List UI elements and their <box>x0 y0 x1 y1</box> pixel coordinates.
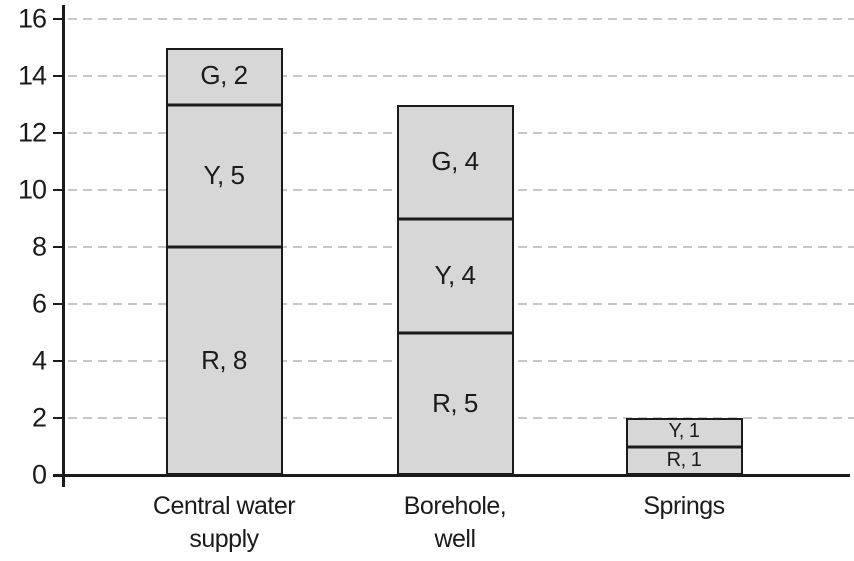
bar-springs: R, 1 Y, 1 <box>625 418 743 475</box>
segment-divider <box>626 445 742 448</box>
y-axis-tick-label: 8 <box>31 231 47 262</box>
bar-segment-label-y: Y, 4 <box>434 259 476 290</box>
bar-central-water-supply: R, 8 Y, 5 G, 2 <box>165 47 283 475</box>
bar-segment-label-r: R, 8 <box>201 344 247 375</box>
y-axis-tick-label: 14 <box>17 60 47 91</box>
y-axis-tick <box>53 246 62 248</box>
segment-divider <box>397 217 513 220</box>
gridline <box>68 18 854 20</box>
y-axis-tick <box>53 18 62 20</box>
y-axis-line <box>62 5 65 487</box>
bar-segment-label-g: G, 2 <box>200 59 248 90</box>
category-label-line: Central water <box>152 492 296 520</box>
bar-segment-label-r: R, 1 <box>666 448 702 471</box>
y-axis-tick <box>53 303 62 305</box>
segment-divider <box>166 245 282 249</box>
category-label-line: well <box>434 525 476 553</box>
y-axis-tick-label: 4 <box>31 345 47 376</box>
x-axis-category-label-springs: Springs <box>564 490 804 523</box>
bar-segment-label-g: G, 4 <box>431 145 479 176</box>
x-axis-line <box>53 474 850 477</box>
y-axis-tick <box>53 75 62 77</box>
y-axis-tick <box>53 132 62 134</box>
x-axis-category-label-borehole-well: Borehole, well <box>335 490 575 556</box>
y-axis-tick-label: 10 <box>17 174 47 205</box>
segment-divider <box>166 103 282 106</box>
y-axis-tick-label: 2 <box>31 402 47 433</box>
y-axis-tick-label: 6 <box>31 288 47 319</box>
category-label-line: supply <box>189 525 259 553</box>
bar-segment-label-r: R, 5 <box>432 387 478 418</box>
segment-divider <box>397 331 513 334</box>
y-axis-tick-label: 16 <box>17 3 47 34</box>
bar-segment-label-y: Y, 5 <box>203 159 245 190</box>
y-axis-tick-label: 12 <box>17 117 47 148</box>
category-label-line: Borehole, <box>403 492 507 520</box>
category-label-line: Springs <box>643 492 725 520</box>
y-axis-tick <box>53 360 62 362</box>
bar-segment-label-y: Y, 1 <box>668 420 701 443</box>
gridline <box>68 75 854 77</box>
y-axis-tick <box>53 189 62 191</box>
bar-borehole-well: R, 5 Y, 4 G, 4 <box>396 104 514 475</box>
y-axis-tick <box>53 417 62 419</box>
x-axis-category-label-central-water-supply: Central water supply <box>104 490 344 556</box>
y-axis-tick-label: 0 <box>31 459 47 490</box>
